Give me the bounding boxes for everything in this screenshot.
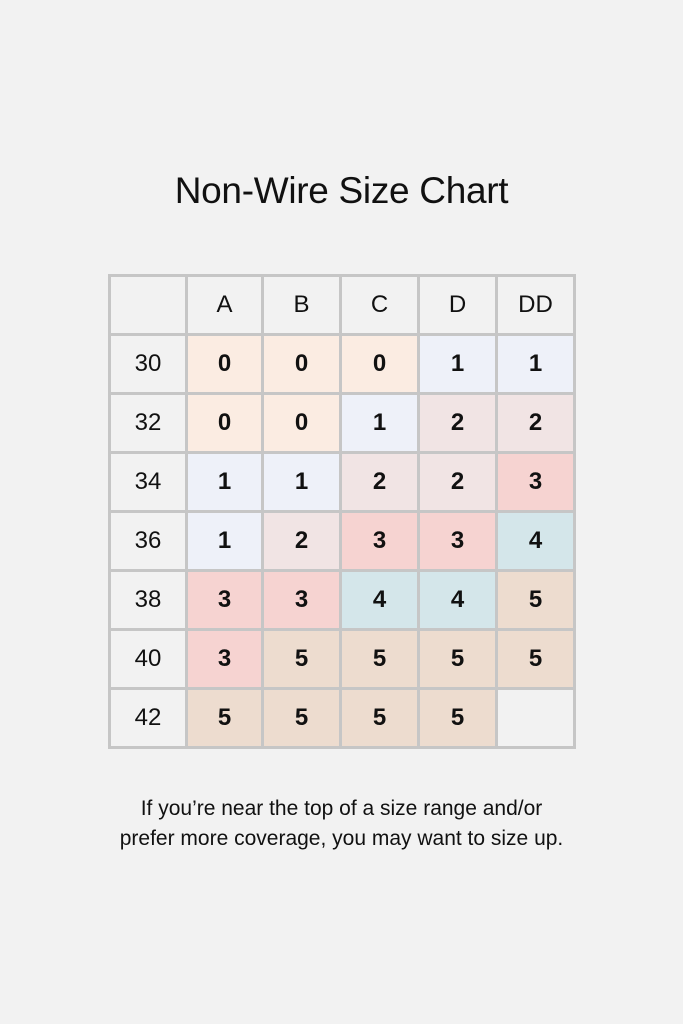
size-cell: 3	[261, 569, 342, 631]
size-chart-table: A B C D DD 30 0 0 0 1 1 32 0 0 1 2 2 34 1 1 2 2 3 36 1 2 3 3 4 38 3 3 4…	[108, 274, 576, 749]
column-header: D	[417, 274, 498, 336]
size-cell: 5	[417, 687, 498, 749]
note-line: If you’re near the top of a size range a…	[140, 797, 543, 820]
size-cell: 1	[185, 510, 264, 572]
size-cell: 5	[261, 687, 342, 749]
row-header: 40	[108, 628, 188, 690]
size-cell: 5	[185, 687, 264, 749]
size-cell: 3	[417, 510, 498, 572]
header-row: A B C D DD	[108, 274, 576, 336]
note-line: prefer more coverage, you may want to si…	[119, 827, 564, 850]
size-cell: 4	[495, 510, 576, 572]
table-row: 40 3 5 5 5 5	[108, 628, 576, 690]
column-header: DD	[495, 274, 576, 336]
size-note: If you’re near the top of a size range a…	[0, 794, 683, 854]
size-cell: 1	[261, 451, 342, 513]
table-row: 34 1 1 2 2 3	[108, 451, 576, 513]
size-cell: 5	[261, 628, 342, 690]
size-cell: 2	[261, 510, 342, 572]
size-cell: 1	[417, 333, 498, 395]
row-header: 30	[108, 333, 188, 395]
size-cell: 3	[495, 451, 576, 513]
size-cell: 5	[339, 687, 420, 749]
size-cell: 4	[339, 569, 420, 631]
column-header: A	[185, 274, 264, 336]
table-row: 30 0 0 0 1 1	[108, 333, 576, 395]
size-cell: 3	[185, 628, 264, 690]
row-header: 38	[108, 569, 188, 631]
size-cell: 1	[339, 392, 420, 454]
size-cell: 1	[495, 333, 576, 395]
size-cell: 5	[417, 628, 498, 690]
size-cell: 5	[495, 628, 576, 690]
size-cell: 2	[339, 451, 420, 513]
size-cell: 0	[261, 392, 342, 454]
row-header: 34	[108, 451, 188, 513]
size-cell: 0	[185, 333, 264, 395]
size-cell: 3	[185, 569, 264, 631]
size-cell: 0	[261, 333, 342, 395]
size-cell: 0	[339, 333, 420, 395]
size-cell: 2	[417, 392, 498, 454]
table-row: 42 5 5 5 5	[108, 687, 576, 749]
page-title: Non-Wire Size Chart	[174, 170, 509, 211]
size-cell: 2	[495, 392, 576, 454]
size-cell: 2	[417, 451, 498, 513]
row-header: 32	[108, 392, 188, 454]
size-cell: 0	[185, 392, 264, 454]
column-header: B	[261, 274, 342, 336]
size-cell: 5	[495, 569, 576, 631]
row-header: 42	[108, 687, 188, 749]
size-cell	[495, 687, 576, 749]
size-cell: 5	[339, 628, 420, 690]
column-header: C	[339, 274, 420, 336]
table-row: 38 3 3 4 4 5	[108, 569, 576, 631]
corner-cell	[108, 274, 188, 336]
table-row: 36 1 2 3 3 4	[108, 510, 576, 572]
size-cell: 4	[417, 569, 498, 631]
size-cell: 1	[185, 451, 264, 513]
table-row: 32 0 0 1 2 2	[108, 392, 576, 454]
row-header: 36	[108, 510, 188, 572]
size-cell: 3	[339, 510, 420, 572]
